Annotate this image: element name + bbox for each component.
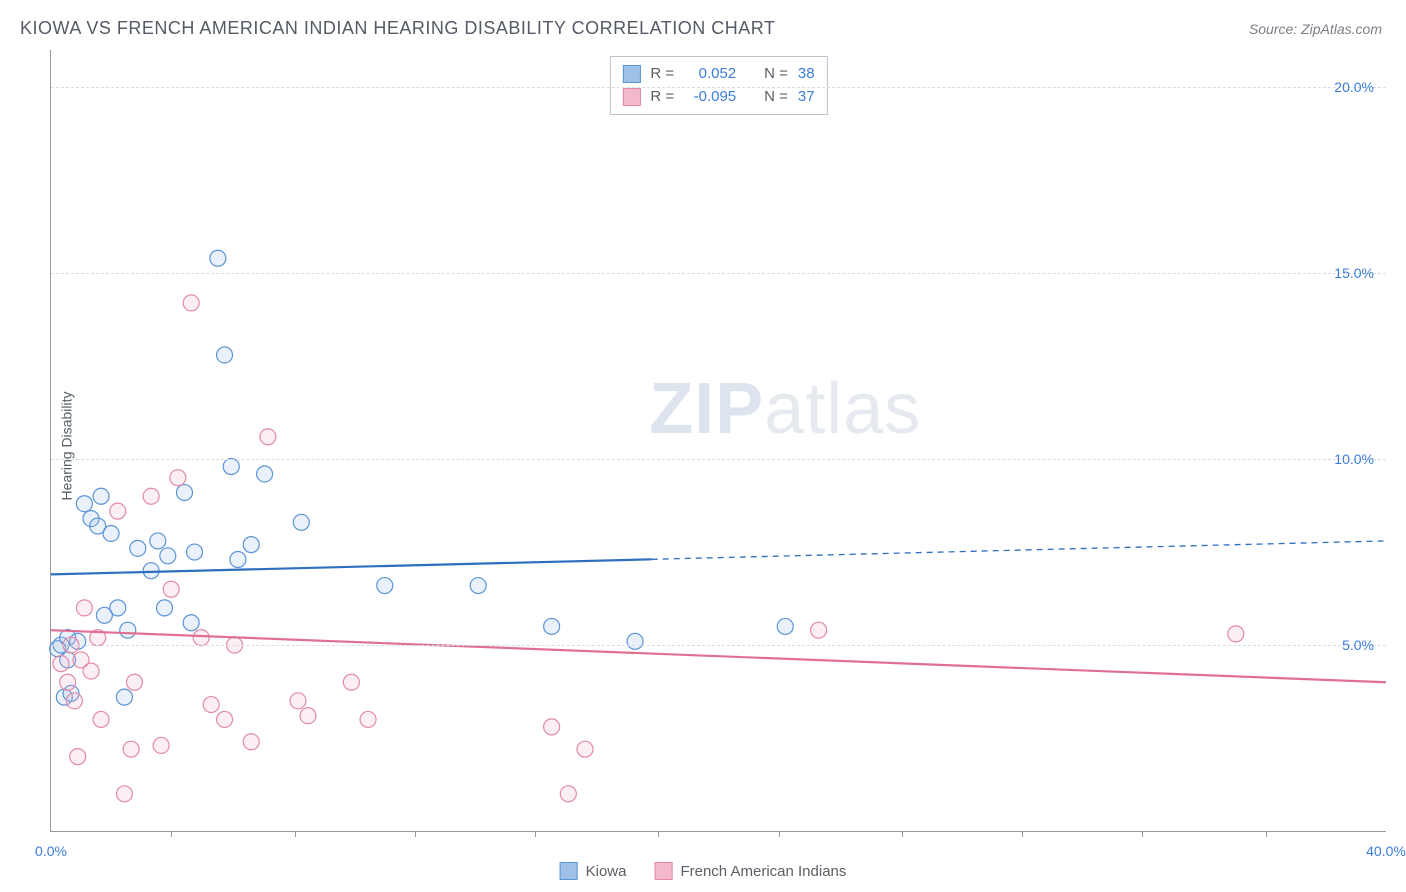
data-point: [110, 600, 126, 616]
swatch-french-bottom: [654, 862, 672, 880]
data-point: [343, 674, 359, 690]
data-point: [116, 786, 132, 802]
data-point: [103, 525, 119, 541]
gridline: [51, 87, 1386, 88]
legend-label-kiowa: Kiowa: [586, 863, 627, 880]
x-minor-tick: [1266, 831, 1267, 837]
data-point: [290, 693, 306, 709]
data-point: [257, 466, 273, 482]
data-point: [260, 429, 276, 445]
data-point: [360, 711, 376, 727]
x-minor-tick: [295, 831, 296, 837]
x-minor-tick: [535, 831, 536, 837]
data-point: [243, 537, 259, 553]
data-point: [627, 633, 643, 649]
legend-series: Kiowa French American Indians: [560, 862, 847, 880]
data-point: [560, 786, 576, 802]
data-point: [811, 622, 827, 638]
data-point: [163, 581, 179, 597]
data-point: [66, 693, 82, 709]
data-point: [183, 615, 199, 631]
data-point: [1228, 626, 1244, 642]
data-point: [76, 496, 92, 512]
data-point: [93, 711, 109, 727]
data-point: [160, 548, 176, 564]
data-point: [177, 485, 193, 501]
x-minor-tick: [415, 831, 416, 837]
legend-item-french: French American Indians: [654, 862, 846, 880]
y-tick-label: 10.0%: [1334, 451, 1380, 467]
y-tick-label: 5.0%: [1342, 637, 1380, 653]
data-point: [544, 719, 560, 735]
data-point: [300, 708, 316, 724]
scatter-svg: [51, 50, 1386, 831]
data-point: [243, 734, 259, 750]
data-point: [153, 737, 169, 753]
data-point: [60, 674, 76, 690]
swatch-kiowa-bottom: [560, 862, 578, 880]
data-point: [126, 674, 142, 690]
data-point: [123, 741, 139, 757]
data-point: [470, 578, 486, 594]
data-point: [143, 488, 159, 504]
data-point: [577, 741, 593, 757]
x-tick-label: 0.0%: [35, 843, 67, 859]
data-point: [150, 533, 166, 549]
x-minor-tick: [1142, 831, 1143, 837]
chart-plot-area: ZIPatlas R = 0.052 N = 38 R = -0.095 N =…: [50, 50, 1386, 832]
gridline: [51, 273, 1386, 274]
trend-line-solid: [51, 559, 652, 574]
data-point: [544, 618, 560, 634]
data-point: [193, 630, 209, 646]
data-point: [203, 697, 219, 713]
data-point: [83, 663, 99, 679]
data-point: [187, 544, 203, 560]
data-point: [156, 600, 172, 616]
data-point: [377, 578, 393, 594]
data-point: [217, 347, 233, 363]
gridline: [51, 645, 1386, 646]
legend-label-french: French American Indians: [680, 863, 846, 880]
data-point: [93, 488, 109, 504]
data-point: [210, 250, 226, 266]
data-point: [217, 711, 233, 727]
y-tick-label: 15.0%: [1334, 265, 1380, 281]
chart-title: KIOWA VS FRENCH AMERICAN INDIAN HEARING …: [20, 18, 775, 39]
data-point: [293, 514, 309, 530]
data-point: [183, 295, 199, 311]
y-tick-label: 20.0%: [1334, 79, 1380, 95]
source-label: Source: ZipAtlas.com: [1249, 21, 1382, 37]
legend-item-kiowa: Kiowa: [560, 862, 627, 880]
header: KIOWA VS FRENCH AMERICAN INDIAN HEARING …: [0, 0, 1406, 47]
data-point: [116, 689, 132, 705]
data-point: [777, 618, 793, 634]
data-point: [76, 600, 92, 616]
trend-line-solid: [51, 630, 1386, 682]
data-point: [130, 540, 146, 556]
data-point: [120, 622, 136, 638]
x-minor-tick: [1022, 831, 1023, 837]
x-tick-label: 40.0%: [1366, 843, 1406, 859]
gridline: [51, 459, 1386, 460]
data-point: [223, 459, 239, 475]
x-minor-tick: [779, 831, 780, 837]
x-minor-tick: [902, 831, 903, 837]
data-point: [53, 656, 69, 672]
data-point: [110, 503, 126, 519]
x-minor-tick: [658, 831, 659, 837]
x-minor-tick: [171, 831, 172, 837]
data-point: [70, 749, 86, 765]
data-point: [170, 470, 186, 486]
data-point: [230, 552, 246, 568]
trend-line-dashed: [652, 541, 1386, 559]
